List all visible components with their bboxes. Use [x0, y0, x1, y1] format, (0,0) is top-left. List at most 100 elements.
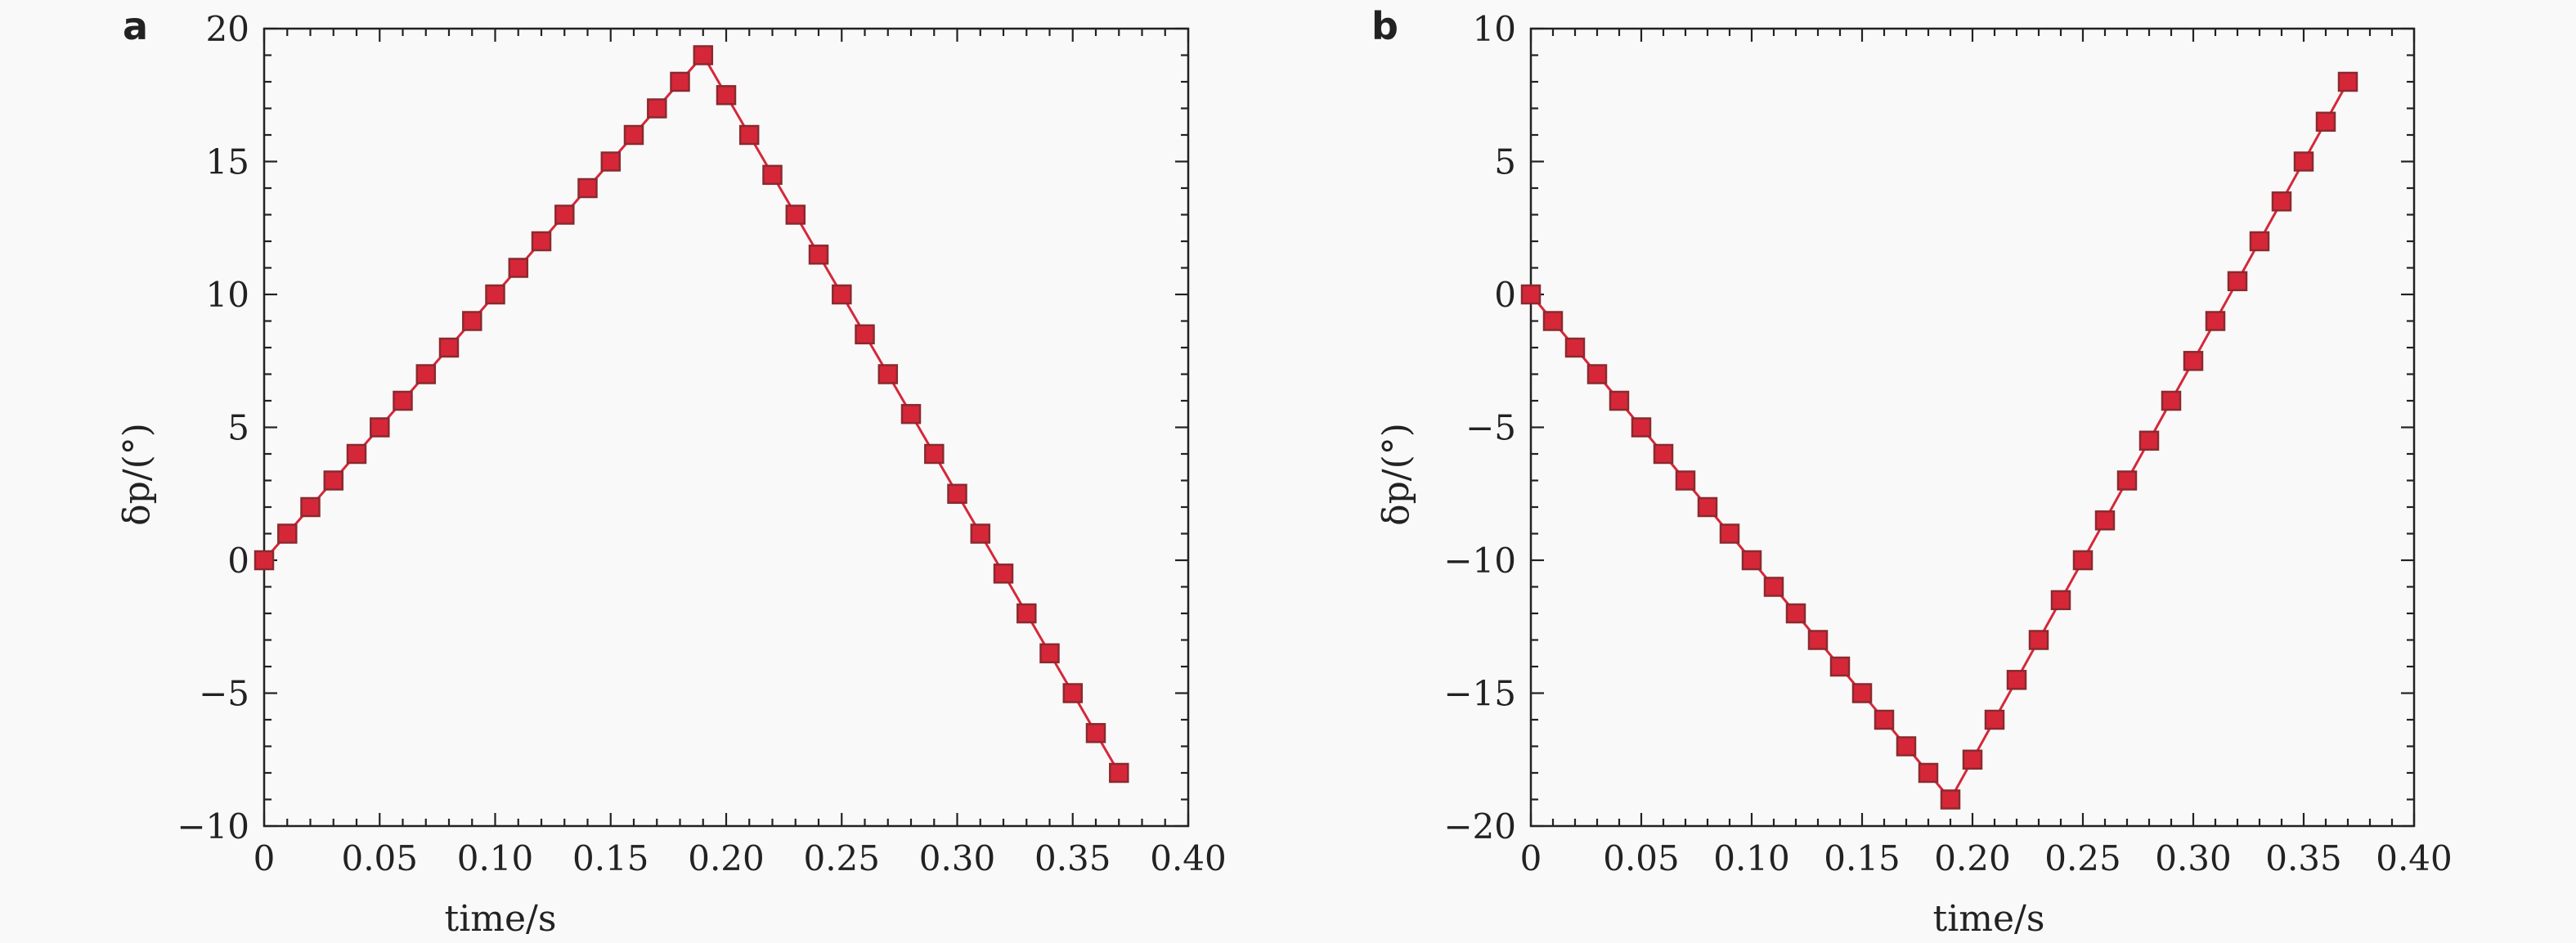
x-tick-label-b: 0: [1520, 838, 1542, 878]
data-point-b: [2293, 151, 2314, 172]
y-tick-label-b: 10: [1473, 9, 1516, 49]
data-point-b: [1564, 337, 1586, 358]
data-point-a: [508, 258, 529, 278]
data-point-a: [738, 124, 760, 146]
y-axis-label-b: δp/(°): [1376, 423, 1417, 526]
data-point-a: [370, 417, 390, 438]
y-tick-label-b: −5: [1465, 408, 1516, 448]
y-tick-label-a: 10: [206, 275, 249, 315]
x-tick-label-b: 0.05: [1603, 838, 1680, 878]
y-tick-label-b: 0: [1494, 275, 1516, 315]
data-point-b: [2006, 670, 2027, 690]
x-tick-label-a: 0: [254, 838, 276, 878]
data-point-b: [1896, 736, 1917, 757]
x-tick-label-a: 0.10: [457, 838, 534, 878]
marks-b: [1520, 71, 2358, 810]
x-tick-label-b: 0.10: [1713, 838, 1790, 878]
data-point-b: [1785, 603, 1806, 624]
data-point-a: [254, 550, 275, 571]
data-point-b: [2205, 311, 2226, 331]
y-tick-label-b: −20: [1443, 806, 1516, 846]
data-point-b: [1653, 443, 1674, 465]
x-tick-label-b: 0.35: [2265, 838, 2342, 878]
data-point-a: [1109, 762, 1129, 784]
y-tick-label-b: −10: [1443, 541, 1516, 581]
data-point-b: [1918, 762, 1939, 784]
data-point-b: [2138, 430, 2160, 451]
data-point-b: [1542, 311, 1564, 331]
data-point-a: [900, 403, 922, 424]
panel-b: b time/s δp/(°) 0 0.05 0.10 0.15 0.20 0.25 0.3…: [1371, 4, 2453, 940]
x-tick-label-b: 0.30: [2155, 838, 2232, 878]
data-point-a: [577, 177, 598, 199]
data-point-a: [300, 496, 321, 518]
y-tick-label-a: −10: [177, 806, 249, 846]
marks-a: [254, 45, 1129, 784]
data-point-a: [346, 443, 367, 465]
y-tick-label-a: 5: [227, 408, 249, 448]
x-tick-label-a: 0.35: [1034, 838, 1111, 878]
data-point-b: [2050, 590, 2071, 611]
data-point-b: [1719, 523, 1740, 544]
data-point-b: [1829, 656, 1851, 677]
data-point-a: [970, 523, 991, 544]
data-point-a: [393, 390, 413, 411]
data-point-b: [1586, 364, 1608, 384]
data-point-a: [415, 364, 437, 384]
data-point-a: [600, 151, 622, 172]
x-axis-label-a: time/s: [445, 898, 557, 940]
panel-label-b: b: [1371, 4, 1398, 48]
data-point-b: [1609, 390, 1630, 411]
panel-a: a time/s δp/(°) 0 0.05 0.10 0.15 0.20 0.25 0.3…: [116, 4, 1227, 940]
data-point-a: [277, 523, 298, 544]
x-tick-label-a: 0.40: [1150, 838, 1227, 878]
data-point-a: [1085, 723, 1106, 743]
data-point-a: [647, 98, 667, 119]
data-point-b: [1697, 496, 1718, 518]
data-point-a: [531, 231, 552, 252]
data-point-b: [1962, 749, 1983, 770]
y-tick-label-b: 5: [1494, 142, 1516, 182]
data-point-b: [2227, 271, 2248, 292]
data-point-b: [1940, 789, 1961, 810]
x-tick-label-b: 0.15: [1824, 838, 1901, 878]
data-point-a: [554, 204, 575, 225]
x-axis-label-b: time/s: [1933, 898, 2045, 940]
data-point-a: [1062, 683, 1084, 703]
data-point-a: [808, 245, 829, 265]
data-point-b: [1984, 709, 2005, 730]
data-point-a: [670, 71, 690, 92]
data-point-b: [1675, 470, 1696, 491]
data-point-a: [785, 204, 806, 225]
data-point-a: [693, 45, 714, 65]
data-point-b: [1874, 709, 1895, 730]
x-tick-label-b: 0.25: [2044, 838, 2121, 878]
data-point-b: [2183, 351, 2204, 371]
y-tick-label-a: 0: [227, 541, 249, 581]
ticks-a: 0 0.05 0.10 0.15 0.20 0.25 0.30 0.35 0.40 −10 −5 0 5…: [177, 9, 1226, 878]
y-tick-label-a: 20: [206, 9, 249, 49]
data-point-b: [2249, 231, 2270, 252]
data-point-a: [832, 284, 852, 305]
data-point-b: [2094, 510, 2116, 531]
x-tick-label-a: 0.15: [572, 838, 649, 878]
data-point-a: [623, 124, 644, 146]
x-tick-label-a: 0.05: [341, 838, 418, 878]
data-point-b: [2116, 470, 2138, 491]
panel-label-a: a: [123, 4, 148, 48]
data-point-b: [2315, 111, 2336, 132]
x-tick-label-a: 0.30: [919, 838, 996, 878]
data-point-a: [762, 164, 783, 186]
data-point-a: [993, 564, 1014, 584]
data-point-b: [1807, 630, 1829, 650]
data-point-a: [1039, 643, 1060, 664]
y-axis-label-a: δp/(°): [116, 423, 158, 526]
y-tick-label-b: −15: [1443, 674, 1516, 714]
y-tick-label-a: 15: [206, 142, 249, 182]
data-point-a: [1016, 603, 1037, 624]
ticks-b: 0 0.05 0.10 0.15 0.20 0.25 0.30 0.35 0.40 −20 −15 −…: [1443, 9, 2452, 878]
y-tick-label-a: −5: [199, 674, 249, 714]
data-point-b: [2072, 550, 2094, 571]
